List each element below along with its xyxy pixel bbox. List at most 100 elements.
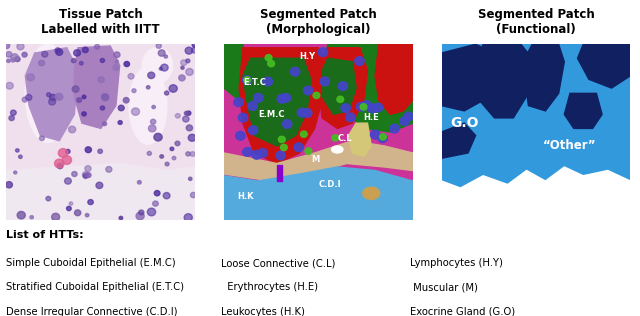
Circle shape (337, 96, 344, 102)
Ellipse shape (332, 146, 343, 153)
Text: Simple Cuboidal Epithelial (E.M.C): Simple Cuboidal Epithelial (E.M.C) (6, 258, 176, 268)
Circle shape (6, 52, 12, 57)
Circle shape (6, 182, 12, 188)
Circle shape (46, 196, 51, 201)
Circle shape (128, 74, 134, 79)
Circle shape (236, 131, 245, 140)
Circle shape (68, 126, 76, 133)
Polygon shape (577, 44, 630, 88)
Text: H.E: H.E (364, 113, 380, 122)
Circle shape (313, 92, 320, 99)
Circle shape (124, 61, 129, 67)
Polygon shape (224, 44, 246, 100)
Circle shape (181, 66, 184, 69)
Circle shape (10, 110, 16, 115)
Circle shape (276, 151, 285, 160)
Circle shape (56, 49, 63, 55)
Circle shape (191, 47, 198, 53)
Circle shape (277, 94, 287, 103)
Circle shape (11, 54, 19, 61)
Circle shape (147, 208, 156, 216)
Circle shape (192, 42, 198, 48)
Text: E.T.C: E.T.C (243, 78, 266, 87)
Circle shape (180, 60, 187, 65)
Text: G.O: G.O (450, 116, 479, 130)
Circle shape (182, 116, 189, 122)
Circle shape (118, 105, 124, 111)
Circle shape (119, 216, 123, 220)
Polygon shape (224, 167, 413, 220)
Circle shape (96, 182, 103, 189)
Circle shape (83, 174, 88, 179)
Text: H.Y: H.Y (300, 52, 316, 61)
Circle shape (54, 159, 64, 168)
Circle shape (88, 200, 93, 205)
Circle shape (17, 211, 25, 219)
Circle shape (164, 91, 169, 95)
Circle shape (303, 86, 313, 95)
Circle shape (147, 86, 150, 89)
Circle shape (184, 111, 189, 115)
Circle shape (186, 125, 193, 131)
Circle shape (243, 76, 252, 85)
Circle shape (338, 82, 348, 90)
Circle shape (169, 85, 177, 92)
Text: Erythrocytes (H.E): Erythrocytes (H.E) (221, 283, 318, 292)
Circle shape (303, 109, 312, 117)
Circle shape (38, 60, 45, 66)
Text: Exocrine Gland (G.O): Exocrine Gland (G.O) (410, 307, 515, 316)
Polygon shape (442, 167, 630, 220)
Polygon shape (319, 48, 367, 128)
Circle shape (163, 192, 170, 199)
Polygon shape (243, 58, 311, 146)
Circle shape (390, 124, 399, 133)
Circle shape (95, 45, 100, 49)
Circle shape (164, 55, 168, 58)
Circle shape (300, 131, 307, 137)
Circle shape (156, 44, 161, 48)
Circle shape (243, 148, 252, 156)
Text: M: M (311, 155, 319, 165)
Circle shape (371, 130, 380, 139)
Circle shape (265, 55, 272, 61)
Circle shape (85, 147, 92, 153)
Circle shape (404, 112, 413, 121)
Polygon shape (349, 123, 371, 156)
Circle shape (153, 201, 158, 206)
Circle shape (83, 47, 88, 53)
Circle shape (244, 77, 250, 83)
Circle shape (65, 178, 71, 184)
Circle shape (6, 59, 10, 63)
Circle shape (148, 72, 155, 79)
Circle shape (278, 136, 285, 143)
Circle shape (332, 135, 339, 141)
Circle shape (72, 86, 79, 92)
Circle shape (159, 67, 163, 70)
Circle shape (154, 191, 160, 196)
Circle shape (360, 104, 367, 110)
Circle shape (58, 149, 68, 157)
Circle shape (13, 171, 17, 174)
Circle shape (282, 120, 292, 128)
Circle shape (170, 147, 174, 151)
Circle shape (100, 58, 104, 63)
Polygon shape (476, 44, 532, 118)
Circle shape (100, 106, 104, 110)
Circle shape (139, 210, 144, 215)
Circle shape (138, 180, 141, 184)
Circle shape (294, 143, 303, 152)
Circle shape (132, 108, 140, 115)
Circle shape (400, 117, 410, 125)
Circle shape (72, 58, 76, 63)
Circle shape (238, 113, 248, 122)
Circle shape (186, 111, 191, 115)
Circle shape (132, 89, 136, 93)
Circle shape (136, 212, 144, 220)
Polygon shape (239, 48, 328, 163)
Circle shape (148, 125, 156, 132)
Polygon shape (442, 123, 476, 158)
Circle shape (373, 103, 383, 112)
Ellipse shape (129, 67, 167, 144)
Circle shape (102, 122, 107, 125)
Circle shape (15, 57, 20, 62)
